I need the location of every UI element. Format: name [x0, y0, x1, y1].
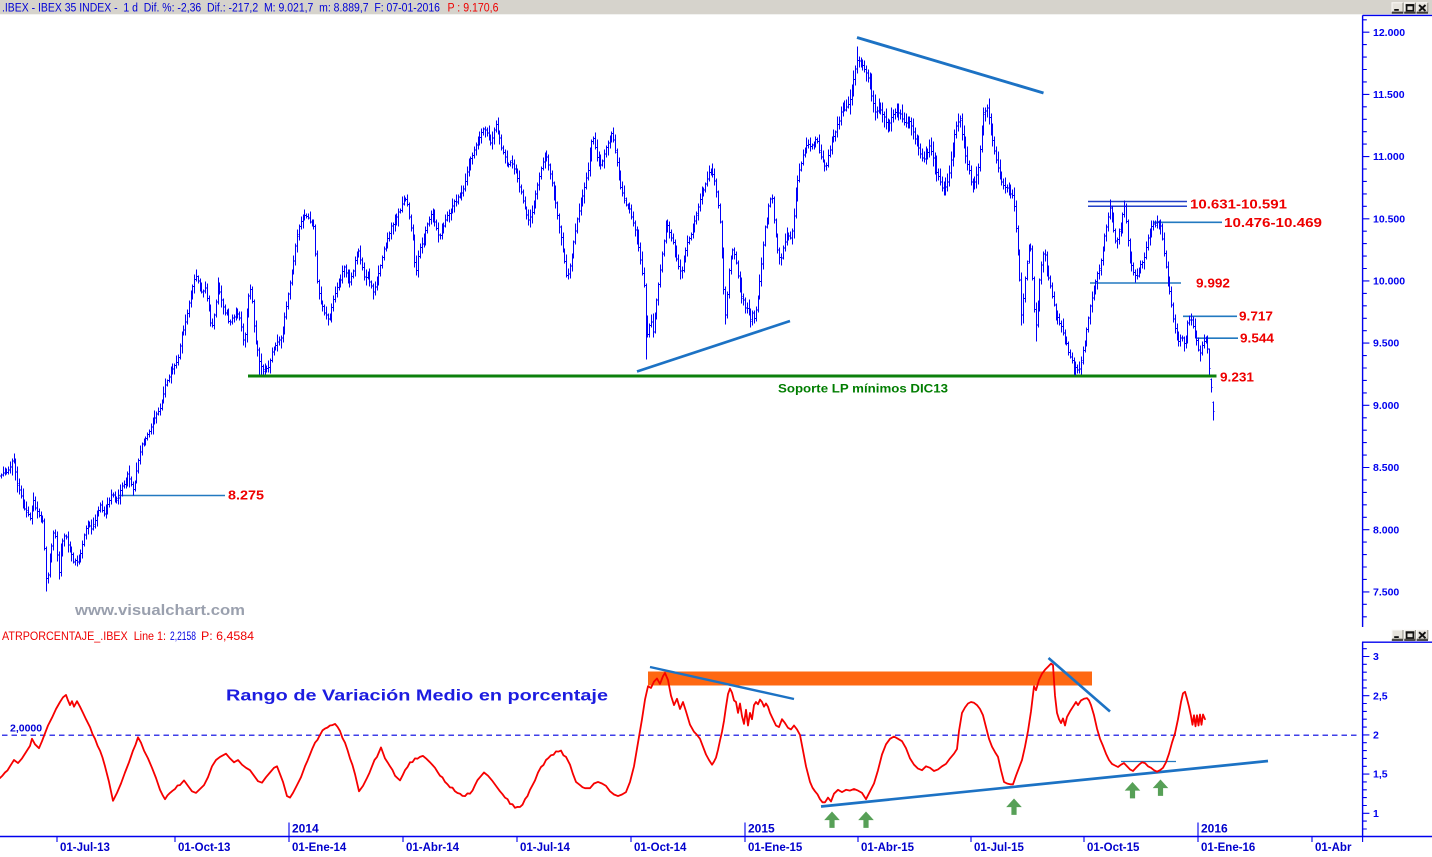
svg-text:01-Oct-15: 01-Oct-15 [1087, 842, 1140, 854]
svg-text:www.visualchart.com: www.visualchart.com [74, 602, 245, 619]
svg-text:9.717: 9.717 [1239, 309, 1273, 324]
svg-text:2,5: 2,5 [1373, 690, 1388, 702]
svg-text:2,0000: 2,0000 [10, 723, 42, 735]
svg-text:9.000: 9.000 [1373, 400, 1399, 412]
svg-text:8.500: 8.500 [1373, 462, 1399, 474]
svg-text:10.500: 10.500 [1373, 213, 1405, 225]
svg-text:1: 1 [1373, 808, 1379, 820]
svg-text:1,5: 1,5 [1373, 769, 1388, 781]
svg-text:ATRPORCENTAJE_.IBEX Line 1:: ATRPORCENTAJE_.IBEX Line 1: [2, 631, 166, 643]
svg-text:3: 3 [1373, 651, 1379, 663]
svg-text:8.000: 8.000 [1373, 524, 1399, 536]
svg-text:2014: 2014 [292, 822, 319, 836]
svg-text:2015: 2015 [748, 822, 775, 836]
svg-text:9.500: 9.500 [1373, 338, 1399, 350]
svg-text:01-Abr-14: 01-Abr-14 [406, 842, 460, 854]
svg-text:Rango de Variación Medio en po: Rango de Variación Medio en porcentaje [226, 688, 608, 705]
svg-text:01-Oct-13: 01-Oct-13 [178, 842, 230, 854]
svg-text:2,2158: 2,2158 [170, 631, 196, 643]
svg-text:2016: 2016 [1201, 822, 1228, 836]
svg-text:01-Ene-14: 01-Ene-14 [292, 842, 347, 854]
svg-text:01-Jul-14: 01-Jul-14 [520, 842, 570, 854]
svg-text:11.000: 11.000 [1373, 151, 1405, 163]
svg-text:2: 2 [1373, 730, 1379, 742]
svg-text:01-Jul-15: 01-Jul-15 [974, 842, 1024, 854]
svg-text:7.500: 7.500 [1373, 587, 1399, 599]
svg-text:01-Abr: 01-Abr [1315, 842, 1352, 854]
svg-text:10.631-10.591: 10.631-10.591 [1190, 197, 1287, 212]
svg-text:9.544: 9.544 [1240, 331, 1275, 346]
svg-text:9.231: 9.231 [1220, 369, 1254, 384]
svg-text:.IBEX - IBEX 35 INDEX - 1 d: .IBEX - IBEX 35 INDEX - 1 d Dif. %: -2,3… [2, 2, 440, 14]
svg-text:11.500: 11.500 [1373, 89, 1405, 101]
svg-text:P : 9.170,6: P : 9.170,6 [448, 2, 499, 14]
svg-text:01-Ene-15: 01-Ene-15 [748, 842, 803, 854]
svg-text:01-Oct-14: 01-Oct-14 [634, 842, 687, 854]
svg-text:01-Jul-13: 01-Jul-13 [60, 842, 110, 854]
svg-text:10.476-10.469: 10.476-10.469 [1224, 215, 1322, 230]
svg-text:10.000: 10.000 [1373, 276, 1405, 288]
svg-text:P: 6,4584: P: 6,4584 [201, 631, 255, 643]
svg-text:01-Ene-16: 01-Ene-16 [1201, 842, 1255, 854]
svg-text:Soporte LP mínimos DIC13: Soporte LP mínimos DIC13 [778, 384, 948, 396]
svg-text:8.275: 8.275 [228, 488, 264, 503]
svg-text:12.000: 12.000 [1373, 27, 1405, 39]
svg-text:9.992: 9.992 [1196, 275, 1230, 290]
svg-text:01-Abr-15: 01-Abr-15 [861, 842, 915, 854]
